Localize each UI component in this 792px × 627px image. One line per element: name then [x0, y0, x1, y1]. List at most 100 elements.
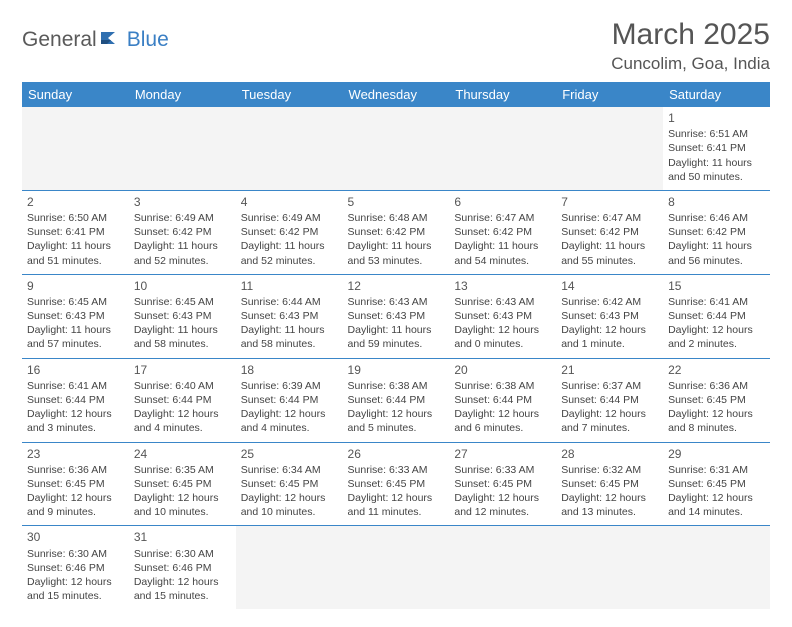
day-number: 31	[134, 529, 231, 545]
calendar-cell: 24Sunrise: 6:35 AMSunset: 6:45 PMDayligh…	[129, 442, 236, 526]
cell-text: and 11 minutes.	[348, 505, 445, 519]
cell-text: Daylight: 12 hours	[134, 575, 231, 589]
cell-text: and 52 minutes.	[134, 254, 231, 268]
day-number: 8	[668, 194, 765, 210]
cell-text: Sunrise: 6:46 AM	[668, 211, 765, 225]
cell-text: and 3 minutes.	[27, 421, 124, 435]
day-number: 6	[454, 194, 551, 210]
cell-text: Sunrise: 6:42 AM	[561, 295, 658, 309]
cell-text: Sunrise: 6:38 AM	[348, 379, 445, 393]
calendar-cell: 3Sunrise: 6:49 AMSunset: 6:42 PMDaylight…	[129, 190, 236, 274]
calendar-row: 9Sunrise: 6:45 AMSunset: 6:43 PMDaylight…	[22, 274, 770, 358]
cell-text: Sunset: 6:44 PM	[668, 309, 765, 323]
cell-text: Sunset: 6:44 PM	[561, 393, 658, 407]
calendar-table: SundayMondayTuesdayWednesdayThursdayFrid…	[22, 82, 770, 609]
cell-text: Sunset: 6:43 PM	[134, 309, 231, 323]
weekday-header: Tuesday	[236, 82, 343, 107]
cell-text: Sunset: 6:44 PM	[241, 393, 338, 407]
calendar-cell: 2Sunrise: 6:50 AMSunset: 6:41 PMDaylight…	[22, 190, 129, 274]
cell-text: Sunrise: 6:37 AM	[561, 379, 658, 393]
cell-text: Daylight: 12 hours	[454, 407, 551, 421]
cell-text: Daylight: 12 hours	[348, 491, 445, 505]
cell-text: Daylight: 12 hours	[668, 407, 765, 421]
cell-text: Sunrise: 6:45 AM	[134, 295, 231, 309]
cell-text: and 57 minutes.	[27, 337, 124, 351]
cell-text: Sunrise: 6:31 AM	[668, 463, 765, 477]
day-number: 13	[454, 278, 551, 294]
calendar-row: 23Sunrise: 6:36 AMSunset: 6:45 PMDayligh…	[22, 442, 770, 526]
calendar-cell-empty	[663, 526, 770, 609]
day-number: 1	[668, 110, 765, 126]
cell-text: Sunrise: 6:41 AM	[668, 295, 765, 309]
calendar-cell: 25Sunrise: 6:34 AMSunset: 6:45 PMDayligh…	[236, 442, 343, 526]
cell-text: Sunrise: 6:44 AM	[241, 295, 338, 309]
calendar-cell: 18Sunrise: 6:39 AMSunset: 6:44 PMDayligh…	[236, 358, 343, 442]
cell-text: and 53 minutes.	[348, 254, 445, 268]
location: Cuncolim, Goa, India	[611, 54, 770, 74]
cell-text: and 50 minutes.	[668, 170, 765, 184]
cell-text: Daylight: 11 hours	[134, 239, 231, 253]
calendar-cell: 29Sunrise: 6:31 AMSunset: 6:45 PMDayligh…	[663, 442, 770, 526]
cell-text: Daylight: 12 hours	[27, 407, 124, 421]
logo-text-general: General	[22, 28, 97, 52]
cell-text: Sunrise: 6:34 AM	[241, 463, 338, 477]
calendar-cell-empty	[236, 107, 343, 190]
calendar-row: 1Sunrise: 6:51 AMSunset: 6:41 PMDaylight…	[22, 107, 770, 190]
day-number: 10	[134, 278, 231, 294]
cell-text: and 10 minutes.	[241, 505, 338, 519]
day-number: 11	[241, 278, 338, 294]
calendar-cell: 7Sunrise: 6:47 AMSunset: 6:42 PMDaylight…	[556, 190, 663, 274]
cell-text: and 4 minutes.	[134, 421, 231, 435]
day-number: 20	[454, 362, 551, 378]
calendar-cell: 23Sunrise: 6:36 AMSunset: 6:45 PMDayligh…	[22, 442, 129, 526]
weekday-header: Saturday	[663, 82, 770, 107]
day-number: 19	[348, 362, 445, 378]
cell-text: Sunset: 6:45 PM	[348, 477, 445, 491]
day-number: 21	[561, 362, 658, 378]
cell-text: and 52 minutes.	[241, 254, 338, 268]
cell-text: Daylight: 11 hours	[134, 323, 231, 337]
calendar-cell: 9Sunrise: 6:45 AMSunset: 6:43 PMDaylight…	[22, 274, 129, 358]
cell-text: Daylight: 11 hours	[348, 323, 445, 337]
cell-text: and 15 minutes.	[134, 589, 231, 603]
cell-text: Sunset: 6:44 PM	[454, 393, 551, 407]
cell-text: and 13 minutes.	[561, 505, 658, 519]
cell-text: Sunset: 6:44 PM	[27, 393, 124, 407]
cell-text: Daylight: 12 hours	[134, 491, 231, 505]
calendar-cell-empty	[449, 526, 556, 609]
cell-text: Sunset: 6:42 PM	[241, 225, 338, 239]
day-number: 9	[27, 278, 124, 294]
day-number: 14	[561, 278, 658, 294]
cell-text: Sunset: 6:42 PM	[348, 225, 445, 239]
cell-text: Daylight: 11 hours	[561, 239, 658, 253]
day-number: 5	[348, 194, 445, 210]
cell-text: Sunrise: 6:43 AM	[454, 295, 551, 309]
cell-text: and 1 minute.	[561, 337, 658, 351]
day-number: 17	[134, 362, 231, 378]
cell-text: Sunrise: 6:36 AM	[668, 379, 765, 393]
calendar-cell: 4Sunrise: 6:49 AMSunset: 6:42 PMDaylight…	[236, 190, 343, 274]
cell-text: Sunset: 6:46 PM	[27, 561, 124, 575]
cell-text: Sunset: 6:45 PM	[241, 477, 338, 491]
cell-text: Daylight: 12 hours	[454, 323, 551, 337]
cell-text: and 5 minutes.	[348, 421, 445, 435]
day-number: 15	[668, 278, 765, 294]
cell-text: and 12 minutes.	[454, 505, 551, 519]
calendar-cell: 12Sunrise: 6:43 AMSunset: 6:43 PMDayligh…	[343, 274, 450, 358]
calendar-cell: 26Sunrise: 6:33 AMSunset: 6:45 PMDayligh…	[343, 442, 450, 526]
calendar-cell: 1Sunrise: 6:51 AMSunset: 6:41 PMDaylight…	[663, 107, 770, 190]
cell-text: Daylight: 12 hours	[561, 407, 658, 421]
calendar-cell-empty	[129, 107, 236, 190]
cell-text: Daylight: 12 hours	[348, 407, 445, 421]
cell-text: Daylight: 11 hours	[241, 239, 338, 253]
day-number: 16	[27, 362, 124, 378]
cell-text: and 58 minutes.	[134, 337, 231, 351]
cell-text: Sunrise: 6:49 AM	[134, 211, 231, 225]
cell-text: Sunset: 6:43 PM	[561, 309, 658, 323]
cell-text: Daylight: 11 hours	[27, 239, 124, 253]
cell-text: Sunrise: 6:30 AM	[134, 547, 231, 561]
cell-text: Sunset: 6:45 PM	[561, 477, 658, 491]
cell-text: Sunrise: 6:35 AM	[134, 463, 231, 477]
cell-text: Sunset: 6:42 PM	[668, 225, 765, 239]
cell-text: and 51 minutes.	[27, 254, 124, 268]
